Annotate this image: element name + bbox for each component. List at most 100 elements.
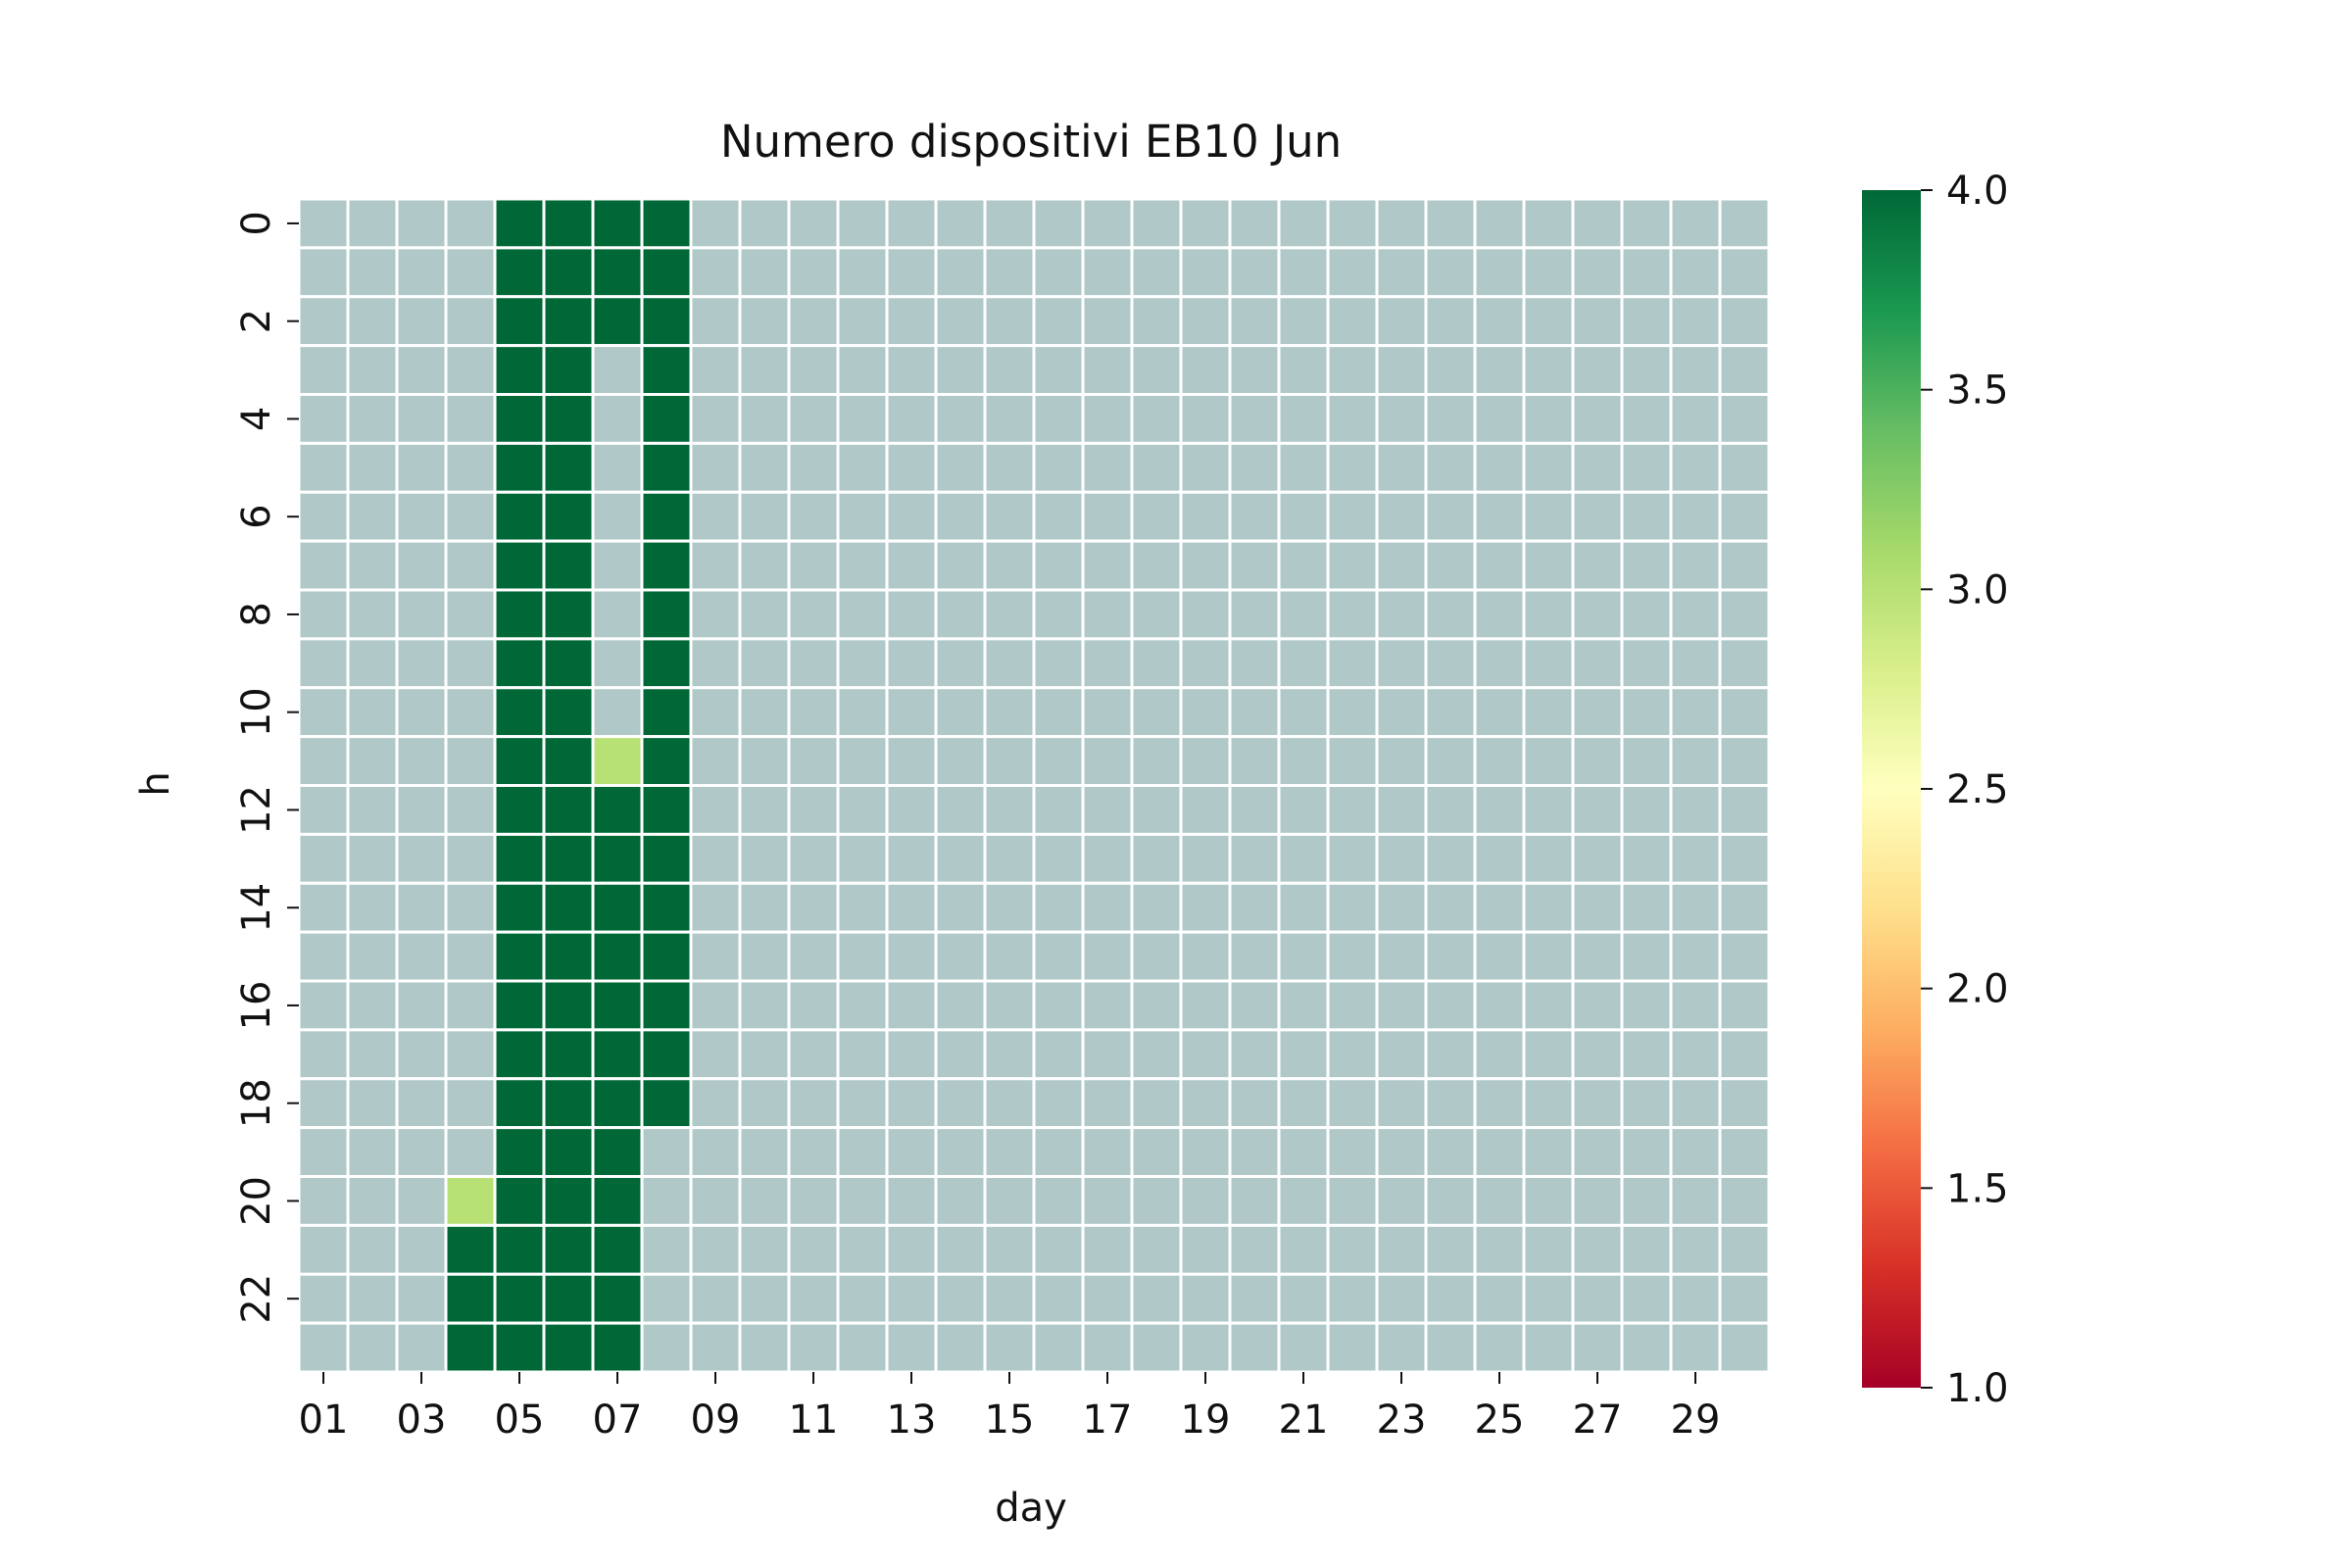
heatmap-cell xyxy=(1522,1028,1575,1081)
heatmap-cell xyxy=(1179,637,1232,690)
y-tick-label: 12 xyxy=(234,785,279,835)
heatmap-cell xyxy=(1620,295,1673,348)
heatmap-cell xyxy=(1326,735,1379,787)
heatmap-cell xyxy=(1424,686,1477,739)
heatmap-cell xyxy=(738,784,791,836)
heatmap-cell xyxy=(395,1126,448,1178)
heatmap-cell xyxy=(591,393,644,445)
heatmap-cell xyxy=(983,197,1036,250)
heatmap-cell xyxy=(346,197,399,250)
heatmap-cell xyxy=(1032,393,1085,445)
y-tick-label: 18 xyxy=(234,1078,279,1128)
heatmap-cell xyxy=(1130,637,1183,690)
heatmap-cell xyxy=(1424,832,1477,885)
heatmap-cell xyxy=(542,1077,595,1130)
heatmap-cell xyxy=(689,1077,742,1130)
heatmap-cell xyxy=(444,930,497,983)
heatmap-cell xyxy=(1032,979,1085,1032)
heatmap-cell xyxy=(885,1175,938,1227)
heatmap-cell xyxy=(395,490,448,543)
heatmap-cell xyxy=(1375,539,1428,592)
heatmap-cell xyxy=(1375,832,1428,885)
heatmap-cell xyxy=(934,539,987,592)
x-tick-label: 29 xyxy=(1671,1397,1721,1443)
heatmap-cell xyxy=(1669,588,1722,641)
heatmap-cell xyxy=(297,979,350,1032)
heatmap-cell xyxy=(983,1223,1036,1276)
heatmap-cell xyxy=(934,930,987,983)
heatmap-cell xyxy=(1522,393,1575,445)
heatmap-cell xyxy=(1571,735,1624,787)
heatmap-cell xyxy=(1522,295,1575,348)
heatmap-cell xyxy=(493,979,546,1032)
heatmap-cell xyxy=(1669,393,1722,445)
heatmap-cell xyxy=(689,588,742,641)
heatmap-cell xyxy=(444,1223,497,1276)
heatmap-cell xyxy=(1081,930,1134,983)
heatmap-cell xyxy=(1473,1077,1526,1130)
heatmap-cell xyxy=(689,1126,742,1178)
heatmap-cell xyxy=(1375,393,1428,445)
heatmap-cell xyxy=(1081,1175,1134,1227)
heatmap-cell xyxy=(1620,735,1673,787)
heatmap-cell xyxy=(1718,490,1771,543)
heatmap-cell xyxy=(542,393,595,445)
heatmap-cell xyxy=(836,1175,889,1227)
y-tick-label: 8 xyxy=(234,602,279,626)
heatmap-cell xyxy=(1473,735,1526,787)
heatmap-cell xyxy=(1522,1126,1575,1178)
heatmap-cell xyxy=(346,686,399,739)
heatmap-cell xyxy=(1228,1077,1281,1130)
heatmap-cell xyxy=(836,246,889,299)
heatmap-cell xyxy=(738,588,791,641)
heatmap-cell xyxy=(1571,881,1624,934)
heatmap-cell xyxy=(1620,1028,1673,1081)
heatmap-cell xyxy=(444,784,497,836)
heatmap-cell xyxy=(1228,832,1281,885)
heatmap-cell xyxy=(542,1175,595,1227)
heatmap-cell xyxy=(1522,686,1575,739)
heatmap-cell xyxy=(934,881,987,934)
heatmap-cell xyxy=(297,441,350,494)
chart-title: Numero dispositivi EB10 Jun xyxy=(720,116,1342,168)
heatmap-cell xyxy=(591,686,644,739)
heatmap-cell xyxy=(934,246,987,299)
heatmap-cell xyxy=(1375,979,1428,1032)
heatmap-cell xyxy=(1620,539,1673,592)
heatmap-cell xyxy=(395,246,448,299)
heatmap-cell xyxy=(934,784,987,836)
heatmap-cell xyxy=(346,735,399,787)
y-axis-label: h xyxy=(133,771,178,796)
heatmap-cell xyxy=(1375,588,1428,641)
heatmap-cell xyxy=(1081,979,1134,1032)
x-tick-label: 19 xyxy=(1181,1397,1231,1443)
heatmap-cell xyxy=(640,881,693,934)
colorbar-tick-label: 3.0 xyxy=(1946,567,2009,612)
heatmap-cell xyxy=(591,1223,644,1276)
heatmap-cell xyxy=(983,1077,1036,1130)
heatmap-cell xyxy=(1130,832,1183,885)
heatmap-cell xyxy=(738,1321,791,1374)
heatmap-cell xyxy=(1228,246,1281,299)
heatmap-cell xyxy=(1473,1175,1526,1227)
heatmap-cell xyxy=(1277,637,1330,690)
heatmap-cell xyxy=(1130,295,1183,348)
heatmap-cell xyxy=(591,295,644,348)
heatmap-cell xyxy=(640,1175,693,1227)
heatmap-cell xyxy=(983,784,1036,836)
heatmap-cell xyxy=(1228,735,1281,787)
heatmap-cell xyxy=(444,197,497,250)
heatmap-cell xyxy=(444,1077,497,1130)
heatmap-cell xyxy=(1326,588,1379,641)
heatmap-cell xyxy=(493,1028,546,1081)
heatmap-cell xyxy=(787,784,840,836)
heatmap-cell xyxy=(542,490,595,543)
heatmap-cell xyxy=(493,1175,546,1227)
heatmap-cell xyxy=(738,1077,791,1130)
heatmap-cell xyxy=(542,539,595,592)
heatmap-cell xyxy=(297,1272,350,1325)
heatmap-cell xyxy=(836,1077,889,1130)
heatmap-cell xyxy=(1522,441,1575,494)
heatmap-cell xyxy=(934,344,987,396)
heatmap-cell xyxy=(1130,490,1183,543)
